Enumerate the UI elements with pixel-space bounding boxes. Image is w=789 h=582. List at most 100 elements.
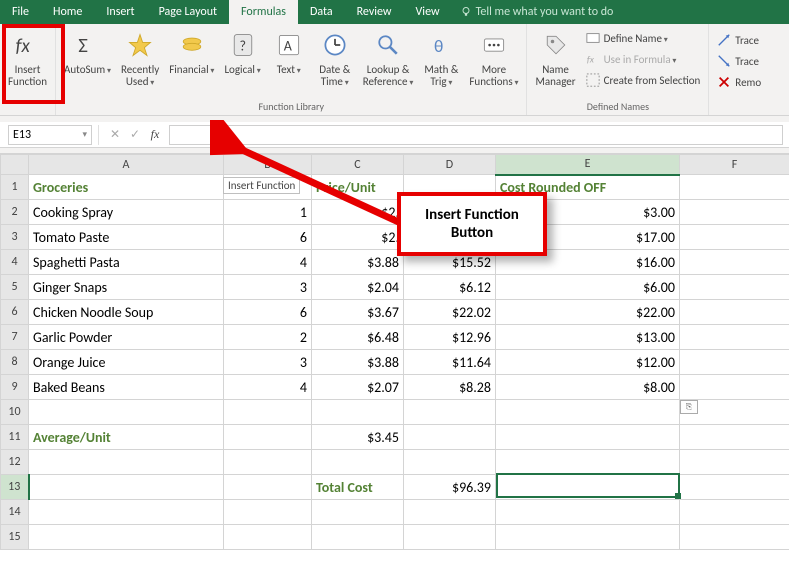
cell[interactable]: Orange Juice <box>29 350 224 375</box>
cell[interactable]: Average/Unit <box>29 425 224 450</box>
cell[interactable] <box>680 325 789 350</box>
cell[interactable] <box>404 400 496 425</box>
col-header-D[interactable]: D <box>404 155 496 175</box>
cell[interactable] <box>680 200 789 225</box>
cell[interactable]: $3.88 <box>312 250 404 275</box>
cell[interactable]: $6.12 <box>404 275 496 300</box>
cell[interactable]: $13.00 <box>496 325 680 350</box>
cell[interactable]: $12.96 <box>404 325 496 350</box>
cell[interactable]: $3.88 <box>312 350 404 375</box>
row-header-14[interactable]: 14 <box>1 500 29 525</box>
select-all-corner[interactable] <box>1 155 29 175</box>
cell[interactable]: $22.00 <box>496 300 680 325</box>
row-header-3[interactable]: 3 <box>1 225 29 250</box>
col-header-E[interactable]: E <box>496 155 680 175</box>
cancel-formula-button[interactable]: ✕ <box>105 125 125 145</box>
cell[interactable] <box>312 450 404 475</box>
more-functions-button[interactable]: More Functions <box>465 26 522 94</box>
cell[interactable] <box>312 525 404 550</box>
cell[interactable] <box>404 425 496 450</box>
cell[interactable] <box>680 425 789 450</box>
row-header-10[interactable]: 10 <box>1 400 29 425</box>
tab-view[interactable]: View <box>404 0 452 24</box>
cell[interactable] <box>680 350 789 375</box>
row-header-9[interactable]: 9 <box>1 375 29 400</box>
cell[interactable] <box>29 475 224 500</box>
cell[interactable]: $96.39 <box>404 475 496 500</box>
cell[interactable]: Spaghetti Pasta <box>29 250 224 275</box>
col-header-B[interactable]: B <box>224 155 312 175</box>
fx-insert-button[interactable]: fx <box>145 125 165 145</box>
cell[interactable] <box>680 250 789 275</box>
row-header-8[interactable]: 8 <box>1 350 29 375</box>
cell[interactable] <box>496 500 680 525</box>
financial-button[interactable]: Financial <box>165 26 218 94</box>
cell[interactable] <box>404 525 496 550</box>
recently-used-button[interactable]: Recently Used <box>117 26 163 94</box>
cell[interactable]: Garlic Powder <box>29 325 224 350</box>
cell[interactable]: $8.00 <box>496 375 680 400</box>
tab-formulas[interactable]: Formulas <box>229 0 298 24</box>
cell[interactable]: $8.28 <box>404 375 496 400</box>
cell[interactable] <box>224 500 312 525</box>
row-header-1[interactable]: 1 <box>1 175 29 200</box>
smart-tag-button[interactable]: ⎘ <box>680 400 698 414</box>
cell[interactable]: $6.48 <box>312 325 404 350</box>
cell[interactable] <box>496 425 680 450</box>
worksheet-grid[interactable]: A B C D E F 1GroceriesUnitsPrice/UnitCos… <box>0 154 789 550</box>
cell[interactable] <box>224 450 312 475</box>
cell[interactable] <box>680 450 789 475</box>
use-in-formula-button[interactable]: fxUse in Formula <box>586 49 701 69</box>
cell[interactable] <box>312 500 404 525</box>
create-from-selection-button[interactable]: Create from Selection <box>586 70 701 90</box>
cell[interactable] <box>224 400 312 425</box>
cell[interactable]: 3 <box>224 350 312 375</box>
cell[interactable]: $3.45 <box>312 425 404 450</box>
cell[interactable]: 3 <box>224 275 312 300</box>
cell[interactable] <box>404 450 496 475</box>
cell[interactable]: Chicken Noodle Soup <box>29 300 224 325</box>
logical-button[interactable]: ?Logical <box>220 26 264 94</box>
trace-precedents-button[interactable]: Trace <box>717 30 761 50</box>
text-button[interactable]: AText <box>267 26 311 94</box>
cell[interactable] <box>29 525 224 550</box>
cell[interactable]: $11.64 <box>404 350 496 375</box>
row-header-13[interactable]: 13 <box>1 475 29 500</box>
tab-file[interactable]: File <box>0 0 41 24</box>
cell[interactable] <box>29 400 224 425</box>
tab-insert[interactable]: Insert <box>94 0 146 24</box>
cell[interactable]: $12.00 <box>496 350 680 375</box>
cell[interactable]: Total Cost <box>312 475 404 500</box>
cell[interactable]: $2.04 <box>312 275 404 300</box>
math-button[interactable]: θMath & Trig <box>419 26 463 94</box>
cell[interactable]: 4 <box>224 375 312 400</box>
define-name-button[interactable]: Define Name <box>586 28 701 48</box>
cell[interactable]: 4 <box>224 250 312 275</box>
cell[interactable] <box>680 175 789 200</box>
cell[interactable]: $3.67 <box>312 300 404 325</box>
cell[interactable]: Ginger Snaps <box>29 275 224 300</box>
cell[interactable] <box>496 525 680 550</box>
cell[interactable] <box>496 400 680 425</box>
cell[interactable] <box>680 525 789 550</box>
cell[interactable] <box>312 400 404 425</box>
cell[interactable]: 1 <box>224 200 312 225</box>
cell[interactable]: 6 <box>224 300 312 325</box>
col-header-C[interactable]: C <box>312 155 404 175</box>
row-header-6[interactable]: 6 <box>1 300 29 325</box>
cell[interactable] <box>224 425 312 450</box>
cell[interactable] <box>224 475 312 500</box>
row-header-11[interactable]: 11 <box>1 425 29 450</box>
cell[interactable] <box>496 450 680 475</box>
cell[interactable] <box>680 225 789 250</box>
cell[interactable]: Tomato Paste <box>29 225 224 250</box>
cell[interactable] <box>680 300 789 325</box>
tab-data[interactable]: Data <box>298 0 345 24</box>
lookup-button[interactable]: Lookup & Reference <box>359 26 418 94</box>
remove-arrows-button[interactable]: Remo <box>717 72 761 92</box>
cell[interactable] <box>224 525 312 550</box>
row-header-2[interactable]: 2 <box>1 200 29 225</box>
cell[interactable]: $6.00 <box>496 275 680 300</box>
row-header-4[interactable]: 4 <box>1 250 29 275</box>
row-header-15[interactable]: 15 <box>1 525 29 550</box>
